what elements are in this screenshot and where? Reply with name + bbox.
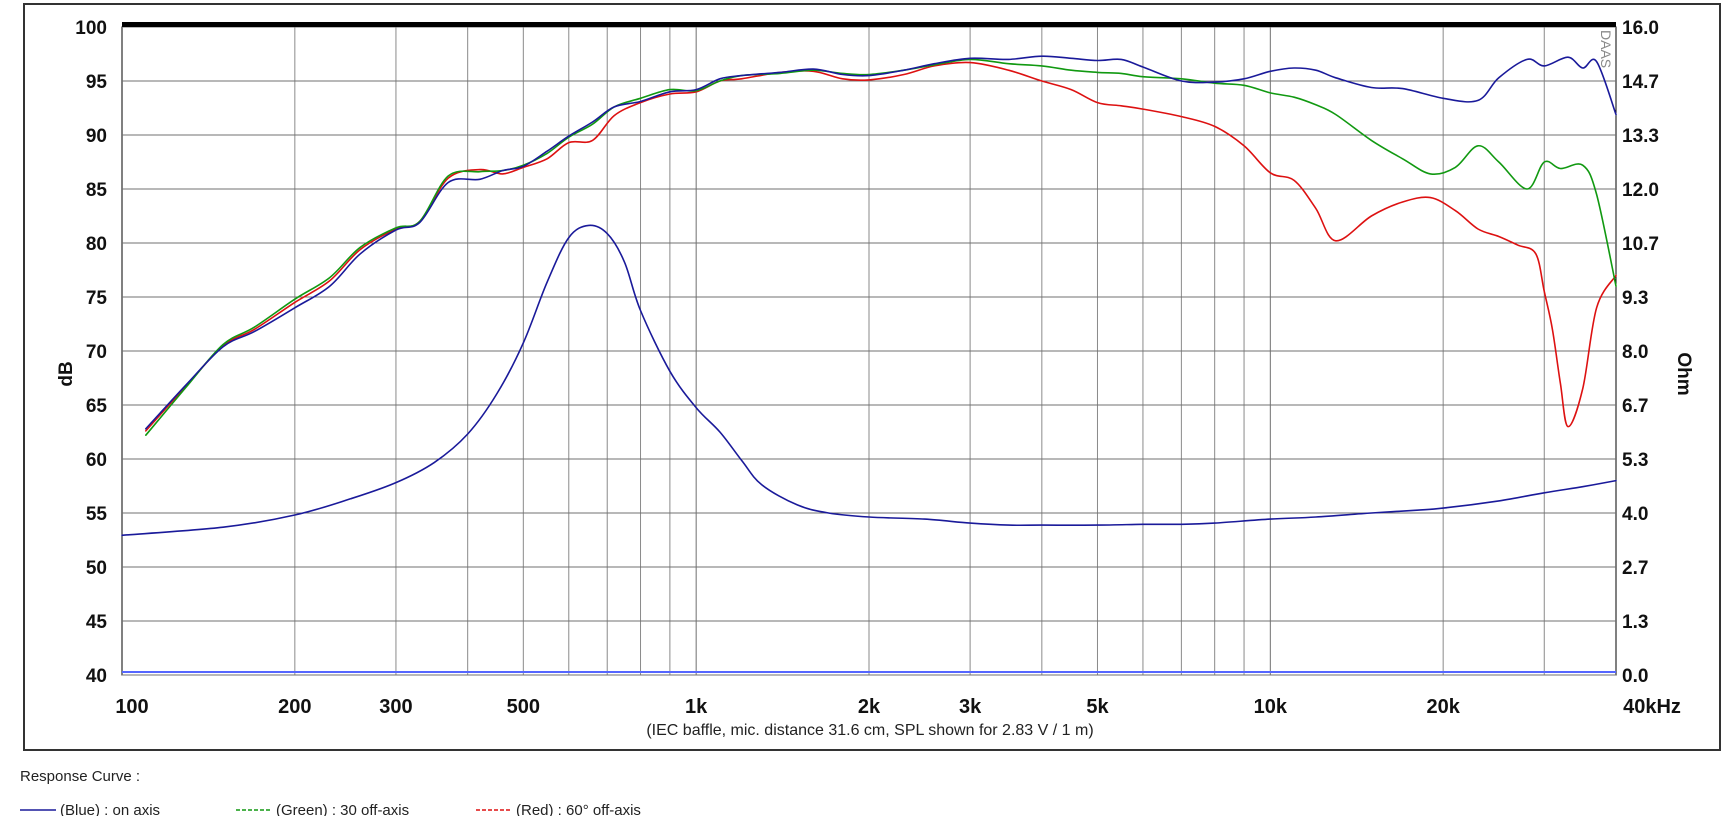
y2-tick-label: 16.0 — [1622, 18, 1659, 39]
y-tick-label: 50 — [86, 558, 107, 579]
y-tick-label: 65 — [86, 396, 108, 417]
legend-entry: (Green) : 30 off-axis — [276, 802, 409, 816]
y-tick-label: 85 — [86, 180, 108, 201]
x-tick-label: 300 — [379, 696, 412, 718]
off-axis-60-curve — [145, 61, 1617, 432]
x-tick-label: 500 — [507, 696, 540, 718]
y2-tick-label: 6.7 — [1622, 396, 1648, 417]
x-tick-label: 200 — [278, 696, 311, 718]
x-tick-label: 20k — [1426, 696, 1460, 718]
y2-axis-label: Ohm — [1673, 352, 1694, 395]
y-axis-label: dB — [56, 361, 77, 386]
x-tick-label: 2k — [858, 696, 881, 718]
x-tick-label: 1k — [685, 696, 708, 718]
impedance-curve — [121, 224, 1617, 537]
y-tick-label: 60 — [86, 450, 107, 471]
y2-tick-label: 2.7 — [1622, 558, 1648, 579]
legend-title: Response Curve : — [20, 768, 140, 785]
top-axis-band — [122, 22, 1616, 27]
y2-tick-label: 5.3 — [1622, 450, 1648, 471]
y2-tick-label: 13.3 — [1622, 126, 1659, 147]
x-tick-label: 3k — [959, 696, 982, 718]
y2-tick-label: 4.0 — [1622, 504, 1648, 525]
y-tick-label: 55 — [86, 504, 108, 525]
y-tick-label: 95 — [86, 72, 108, 93]
x-axis-ticks: 100 200 300 500 1k 2k 3k 5k 10k 20k 40kHz — [115, 696, 1681, 718]
legend-entry: (Blue) : on axis — [60, 802, 160, 816]
y-tick-label: 40 — [86, 666, 107, 687]
y-tick-label: 80 — [86, 234, 107, 255]
x-tick-label: 40kHz — [1623, 696, 1681, 718]
y-tick-label: 75 — [86, 288, 108, 309]
y-axis-ticks: 100 95 90 85 80 75 70 65 60 55 50 45 40 — [75, 18, 107, 687]
y-tick-label: 70 — [86, 342, 107, 363]
y2-tick-label: 10.7 — [1622, 234, 1659, 255]
y2-tick-label: 8.0 — [1622, 342, 1648, 363]
on-axis-curve — [145, 55, 1617, 430]
y2-tick-label: 14.7 — [1622, 72, 1659, 93]
watermark: DAAS — [1598, 30, 1614, 68]
x-tick-label: 5k — [1086, 696, 1109, 718]
x-tick-label: 10k — [1254, 696, 1288, 718]
y-tick-label: 90 — [86, 126, 107, 147]
y2-tick-label: 9.3 — [1622, 288, 1648, 309]
legend-entry: (Red) : 60° off-axis — [516, 802, 641, 816]
y2-axis-ticks: 16.0 14.7 13.3 12.0 10.7 9.3 8.0 6.7 5.3 4.0 2.7 1.… — [1622, 18, 1659, 687]
y2-tick-label: 12.0 — [1622, 180, 1659, 201]
y2-tick-label: 1.3 — [1622, 612, 1648, 633]
curves — [121, 55, 1617, 537]
y-tick-label: 45 — [86, 612, 108, 633]
legend: (Blue) : on axis (Green) : 30 off-axis (Re… — [20, 802, 641, 816]
measurement-note: (IEC baffle, mic. distance 31.6 cm, SPL … — [646, 722, 1093, 739]
y-tick-label: 100 — [75, 18, 107, 39]
x-tick-label: 100 — [115, 696, 148, 718]
y2-tick-label: 0.0 — [1622, 666, 1648, 687]
